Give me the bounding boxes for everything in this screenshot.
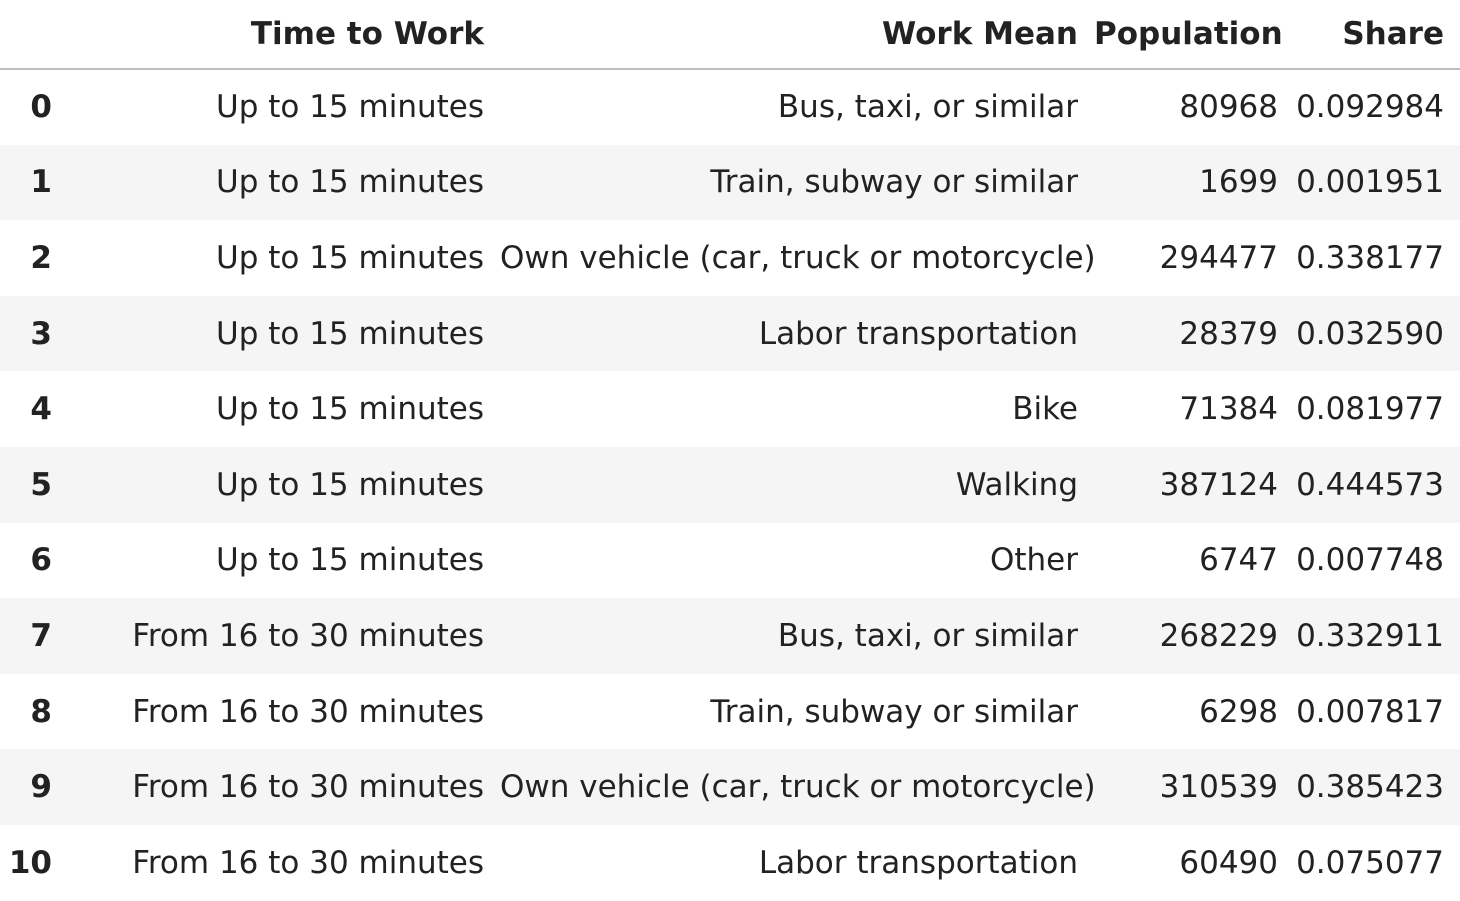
work-mean-cell: Own vehicle (car, truck or motorcycle) xyxy=(500,769,1096,806)
row-index: 1 xyxy=(30,164,52,201)
share-cell: 0.032590 xyxy=(1296,315,1444,352)
population-cell: 387124 xyxy=(1159,466,1278,503)
table-row: 1 Up to 15 minutes Train, subway or simi… xyxy=(0,144,1460,221)
row-index: 9 xyxy=(30,769,52,806)
population-cell: 60490 xyxy=(1179,844,1278,881)
table-row: 10 From 16 to 30 minutes Labor transport… xyxy=(0,824,1460,901)
share-cell: 0.007817 xyxy=(1296,693,1444,730)
table-row: 2 Up to 15 minutes Own vehicle (car, tru… xyxy=(0,220,1460,296)
population-cell: 6747 xyxy=(1199,542,1278,579)
row-index: 0 xyxy=(30,89,52,126)
time-to-work-cell: From 16 to 30 minutes xyxy=(132,617,484,654)
row-index: 3 xyxy=(30,315,52,352)
header-population: Population xyxy=(1094,0,1294,70)
table-row: 3 Up to 15 minutes Labor transportation … xyxy=(0,295,1460,372)
table-header: Time to Work Work Mean Population Share xyxy=(0,0,1460,70)
header-time-to-work: Time to Work xyxy=(62,0,500,70)
work-mean-cell: Train, subway or similar xyxy=(710,164,1078,201)
work-mean-cell: Labor transportation xyxy=(758,315,1078,352)
table-body: 0 Up to 15 minutes Bus, taxi, or similar… xyxy=(0,69,1460,901)
work-mean-cell: Own vehicle (car, truck or motorcycle) xyxy=(500,239,1096,276)
header-index xyxy=(0,0,62,70)
time-to-work-cell: Up to 15 minutes xyxy=(216,315,484,352)
row-index: 4 xyxy=(30,391,52,428)
table-row: 0 Up to 15 minutes Bus, taxi, or similar… xyxy=(0,69,1460,145)
share-cell: 0.092984 xyxy=(1296,89,1444,126)
row-index: 8 xyxy=(30,693,52,730)
header-row: Time to Work Work Mean Population Share xyxy=(0,0,1460,70)
row-index: 7 xyxy=(30,617,52,654)
population-cell: 80968 xyxy=(1179,89,1278,126)
population-cell: 310539 xyxy=(1159,769,1278,806)
population-cell: 1699 xyxy=(1199,164,1278,201)
share-cell: 0.007748 xyxy=(1296,542,1444,579)
time-to-work-cell: Up to 15 minutes xyxy=(216,164,484,201)
population-cell: 6298 xyxy=(1199,693,1278,730)
work-mean-cell: Walking xyxy=(955,466,1078,503)
table-row: 4 Up to 15 minutes Bike 71384 0.081977 xyxy=(0,371,1460,447)
share-cell: 0.332911 xyxy=(1296,617,1444,654)
table-row: 7 From 16 to 30 minutes Bus, taxi, or si… xyxy=(0,598,1460,674)
work-mean-cell: Other xyxy=(989,542,1078,579)
row-index: 10 xyxy=(8,844,52,881)
population-cell: 28379 xyxy=(1179,315,1278,352)
work-mean-cell: Bus, taxi, or similar xyxy=(777,89,1078,126)
time-to-work-cell: Up to 15 minutes xyxy=(216,89,484,126)
population-cell: 71384 xyxy=(1179,391,1278,428)
table-row: 5 Up to 15 minutes Walking 387124 0.4445… xyxy=(0,446,1460,523)
work-mean-cell: Train, subway or similar xyxy=(710,693,1078,730)
share-cell: 0.075077 xyxy=(1296,844,1444,881)
time-to-work-cell: Up to 15 minutes xyxy=(216,391,484,428)
row-index: 2 xyxy=(30,239,52,276)
time-to-work-cell: Up to 15 minutes xyxy=(216,239,484,276)
population-cell: 268229 xyxy=(1159,617,1278,654)
work-mean-cell: Bike xyxy=(1012,391,1078,428)
work-mean-cell: Labor transportation xyxy=(758,844,1078,881)
header-share: Share xyxy=(1294,0,1460,70)
time-to-work-cell: From 16 to 30 minutes xyxy=(132,769,484,806)
work-mean-cell: Bus, taxi, or similar xyxy=(777,617,1078,654)
time-to-work-cell: From 16 to 30 minutes xyxy=(132,844,484,881)
time-to-work-cell: Up to 15 minutes xyxy=(216,542,484,579)
table-row: 6 Up to 15 minutes Other 6747 0.007748 xyxy=(0,522,1460,599)
share-cell: 0.081977 xyxy=(1296,391,1444,428)
row-index: 5 xyxy=(30,466,52,503)
population-cell: 294477 xyxy=(1159,239,1278,276)
table-row: 9 From 16 to 30 minutes Own vehicle (car… xyxy=(0,749,1460,825)
time-to-work-cell: Up to 15 minutes xyxy=(216,466,484,503)
header-work-mean: Work Mean xyxy=(500,0,1094,70)
share-cell: 0.001951 xyxy=(1296,164,1444,201)
table-row: 8 From 16 to 30 minutes Train, subway or… xyxy=(0,673,1460,750)
row-index: 6 xyxy=(30,542,52,579)
time-to-work-cell: From 16 to 30 minutes xyxy=(132,693,484,730)
share-cell: 0.385423 xyxy=(1296,769,1444,806)
share-cell: 0.338177 xyxy=(1296,239,1444,276)
share-cell: 0.444573 xyxy=(1296,466,1444,503)
